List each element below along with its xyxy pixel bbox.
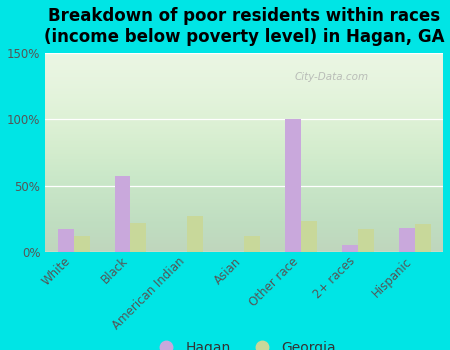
Title: Breakdown of poor residents within races
(income below poverty level) in Hagan, : Breakdown of poor residents within races… <box>44 7 444 46</box>
Bar <box>285 119 301 252</box>
Bar <box>399 228 414 252</box>
Bar <box>301 222 317 252</box>
Bar <box>244 236 260 252</box>
Text: City-Data.com: City-Data.com <box>295 72 369 82</box>
Bar <box>342 245 358 252</box>
Bar <box>187 216 203 252</box>
Bar <box>114 176 130 252</box>
Bar <box>358 230 373 252</box>
Bar <box>74 236 90 252</box>
Bar <box>58 230 74 252</box>
Legend: Hagan, Georgia: Hagan, Georgia <box>147 335 341 350</box>
Bar <box>414 224 431 252</box>
Bar <box>130 223 146 252</box>
